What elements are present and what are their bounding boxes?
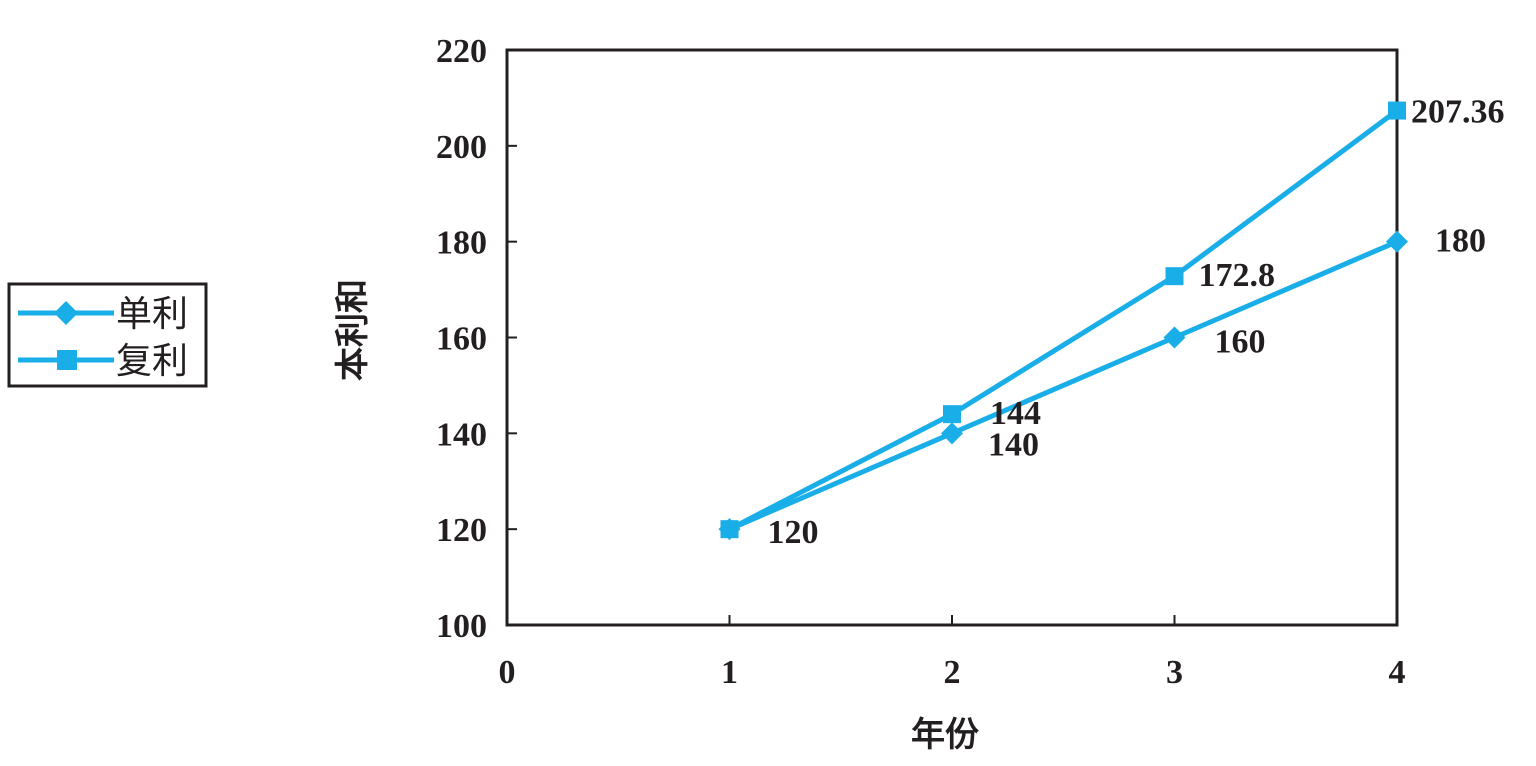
x-tick-label: 2 xyxy=(944,654,961,691)
data-point-square xyxy=(1388,101,1406,120)
series-line-0 xyxy=(728,239,1398,532)
x-axis-label: 年份 xyxy=(911,716,979,754)
data-point-diamond xyxy=(1163,326,1186,349)
x-tick-label: 4 xyxy=(1389,654,1406,691)
x-tick-label: 3 xyxy=(1166,654,1183,691)
x-tick-label: 1 xyxy=(721,654,738,691)
data-point-diamond xyxy=(941,422,963,445)
data-point-square xyxy=(943,405,961,424)
data-point-square xyxy=(1165,267,1184,286)
y-tick-label: 160 xyxy=(436,321,487,358)
legend-label: 单利 xyxy=(116,294,188,334)
series-line-1 xyxy=(728,108,1399,532)
data-point-square xyxy=(720,520,739,539)
y-tick-label: 100 xyxy=(436,608,487,645)
data-label: 120 xyxy=(768,514,819,551)
legend-square-icon xyxy=(57,350,77,370)
data-label: 140 xyxy=(988,426,1039,463)
y-tick-label: 120 xyxy=(436,512,487,549)
y-tick-label: 140 xyxy=(436,416,487,453)
data-label: 172.8 xyxy=(1199,257,1276,294)
y-tick-label: 200 xyxy=(436,129,487,166)
y-axis-label: 本利和 xyxy=(334,279,372,381)
y-tick-label: 180 xyxy=(436,225,487,262)
data-label: 180 xyxy=(1435,223,1486,260)
data-point-diamond xyxy=(1386,230,1408,253)
x-tick-label: 0 xyxy=(499,654,516,691)
y-tick-label: 220 xyxy=(436,33,487,70)
legend-label: 复利 xyxy=(116,341,188,381)
data-label: 207.36 xyxy=(1411,94,1505,131)
data-label: 160 xyxy=(1215,324,1266,361)
legend-diamond-icon xyxy=(54,301,78,325)
data-label: 144 xyxy=(990,395,1041,432)
legend-box xyxy=(7,282,208,388)
